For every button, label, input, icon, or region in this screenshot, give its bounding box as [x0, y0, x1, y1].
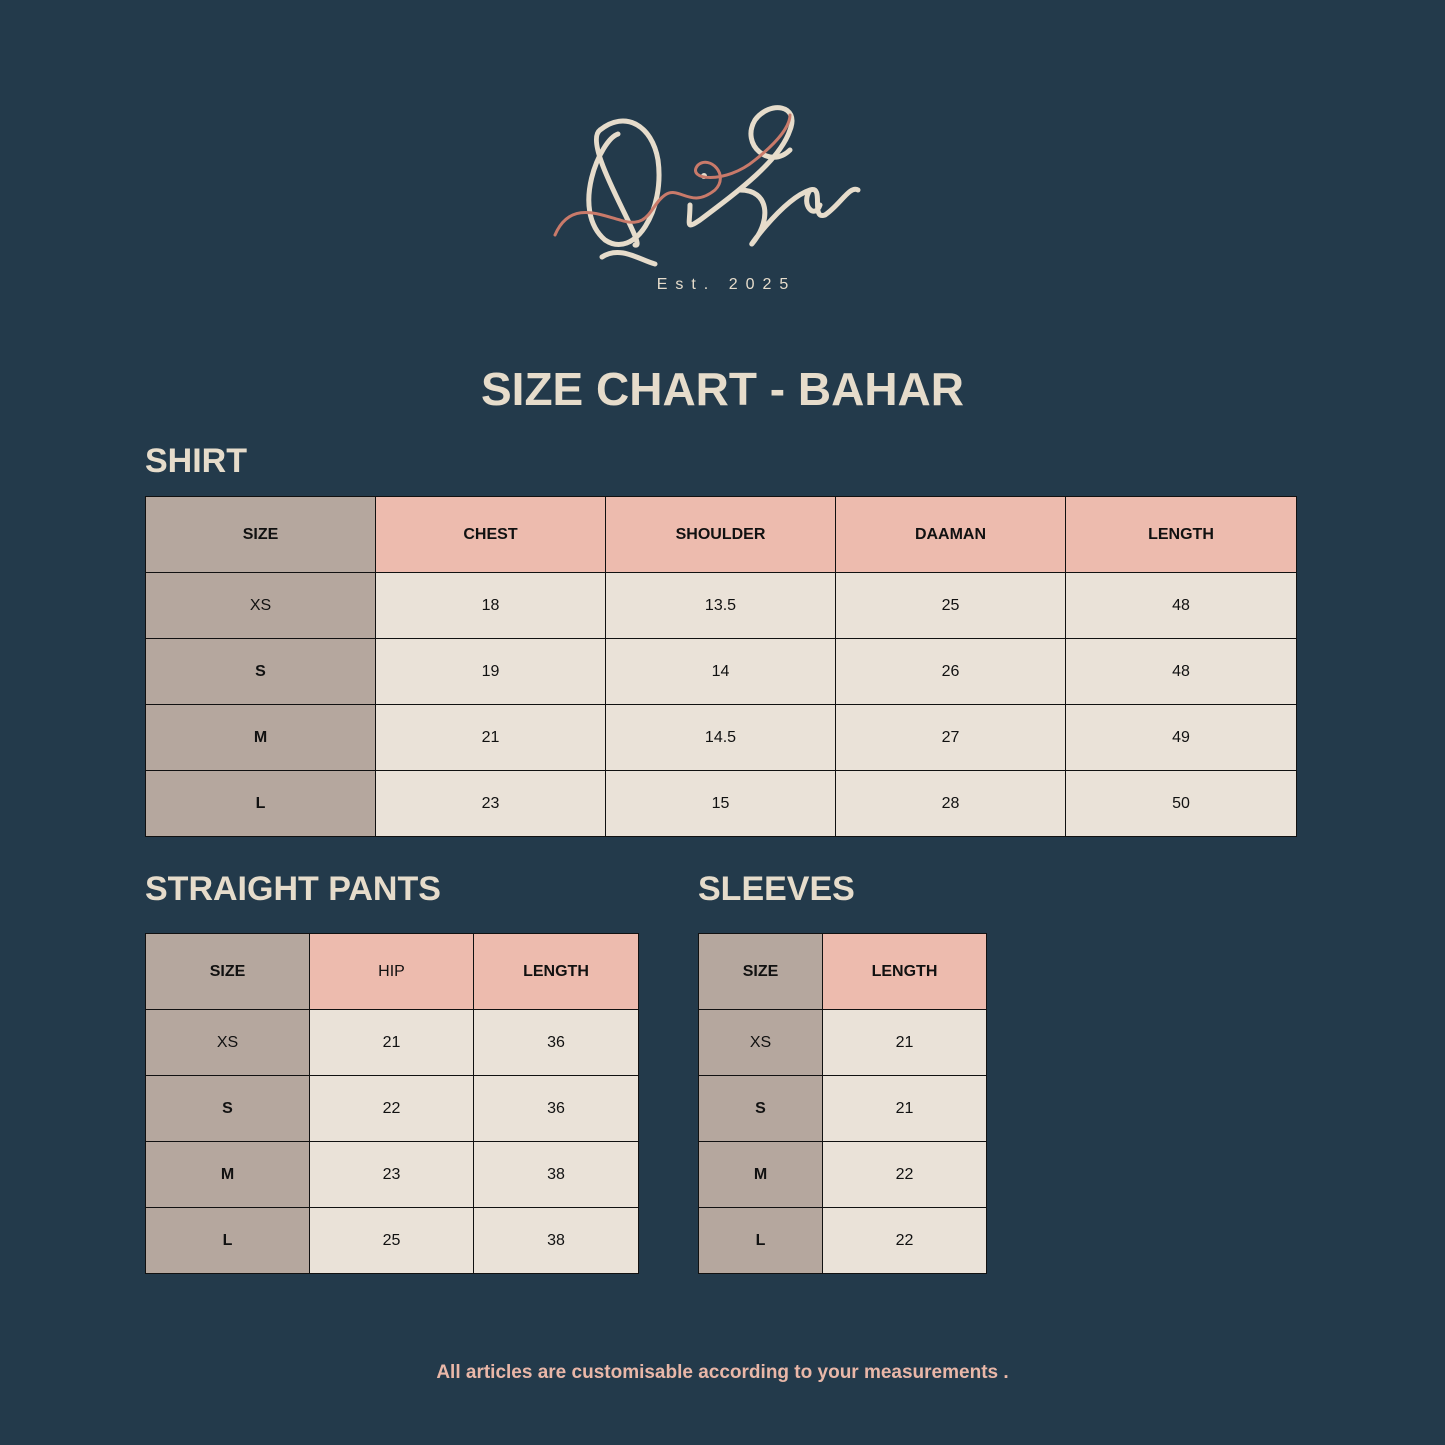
column-header: DAAMAN	[835, 496, 1066, 573]
value-cell: 48	[1065, 638, 1297, 705]
value-cell: 36	[473, 1009, 639, 1076]
value-cell: 21	[309, 1009, 474, 1076]
column-header: SIZE	[145, 496, 376, 573]
column-header: LENGTH	[822, 933, 987, 1010]
value-cell: 36	[473, 1075, 639, 1142]
table-row: M 22	[698, 1141, 987, 1208]
value-cell: 18	[375, 572, 606, 639]
value-cell: 21	[822, 1075, 987, 1142]
footer-note: All articles are customisable according …	[436, 1362, 1009, 1383]
qisa-logo	[553, 105, 861, 267]
value-cell: 21	[822, 1009, 987, 1076]
value-cell: 15	[605, 770, 836, 837]
pants-heading: STRAIGHT PANTS	[145, 870, 441, 908]
size-cell: S	[145, 638, 376, 705]
shirt-table: SIZE CHEST SHOULDER DAAMAN LENGTH XS 18 13.5 25 4…	[145, 496, 1297, 837]
value-cell: 25	[309, 1207, 474, 1274]
header-row: SIZE CHEST SHOULDER DAAMAN LENGTH	[145, 496, 1297, 573]
value-cell: 13.5	[605, 572, 836, 639]
size-cell: M	[698, 1141, 823, 1208]
shirt-heading: SHIRT	[145, 442, 247, 480]
value-cell: 25	[835, 572, 1066, 639]
column-header: LENGTH	[473, 933, 639, 1010]
size-cell: L	[145, 1207, 310, 1274]
size-cell: XS	[145, 1009, 310, 1076]
table-row: S 21	[698, 1075, 987, 1142]
value-cell: 19	[375, 638, 606, 705]
table-row: M 23 38	[145, 1141, 639, 1208]
sleeves-heading: SLEEVES	[698, 870, 855, 908]
value-cell: 27	[835, 704, 1066, 771]
value-cell: 22	[309, 1075, 474, 1142]
value-cell: 50	[1065, 770, 1297, 837]
table-row: M 21 14.5 27 49	[145, 704, 1297, 771]
size-cell: S	[145, 1075, 310, 1142]
size-cell: M	[145, 1141, 310, 1208]
size-cell: XS	[698, 1009, 823, 1076]
size-cell: L	[145, 770, 376, 837]
value-cell: 26	[835, 638, 1066, 705]
pants-table: SIZE HIP LENGTH XS 21 36 S 22 36 M 23 38 L 25 38	[145, 933, 639, 1274]
column-header: LENGTH	[1065, 496, 1297, 573]
page-title: SIZE CHART - BAHAR	[481, 363, 964, 415]
sleeves-table: SIZE LENGTH XS 21 S 21 M 22 L 22	[698, 933, 987, 1274]
value-cell: 14.5	[605, 704, 836, 771]
column-header: HIP	[309, 933, 474, 1010]
value-cell: 38	[473, 1141, 639, 1208]
size-cell: M	[145, 704, 376, 771]
column-header: SIZE	[145, 933, 310, 1010]
column-header: CHEST	[375, 496, 606, 573]
header-row: SIZE HIP LENGTH	[145, 933, 639, 1010]
value-cell: 48	[1065, 572, 1297, 639]
established-text: Est. 2025	[656, 276, 797, 293]
table-row: S 19 14 26 48	[145, 638, 1297, 705]
table-row: XS 21 36	[145, 1009, 639, 1076]
value-cell: 49	[1065, 704, 1297, 771]
size-cell: XS	[145, 572, 376, 639]
column-header: SHOULDER	[605, 496, 836, 573]
table-row: XS 18 13.5 25 48	[145, 572, 1297, 639]
size-cell: L	[698, 1207, 823, 1274]
value-cell: 22	[822, 1141, 987, 1208]
table-row: L 25 38	[145, 1207, 639, 1274]
value-cell: 38	[473, 1207, 639, 1274]
column-header: SIZE	[698, 933, 823, 1010]
table-row: XS 21	[698, 1009, 987, 1076]
value-cell: 28	[835, 770, 1066, 837]
value-cell: 23	[309, 1141, 474, 1208]
table-row: L 22	[698, 1207, 987, 1274]
size-cell: S	[698, 1075, 823, 1142]
value-cell: 14	[605, 638, 836, 705]
header-row: SIZE LENGTH	[698, 933, 987, 1010]
value-cell: 21	[375, 704, 606, 771]
table-row: S 22 36	[145, 1075, 639, 1142]
table-row: L 23 15 28 50	[145, 770, 1297, 837]
value-cell: 22	[822, 1207, 987, 1274]
value-cell: 23	[375, 770, 606, 837]
